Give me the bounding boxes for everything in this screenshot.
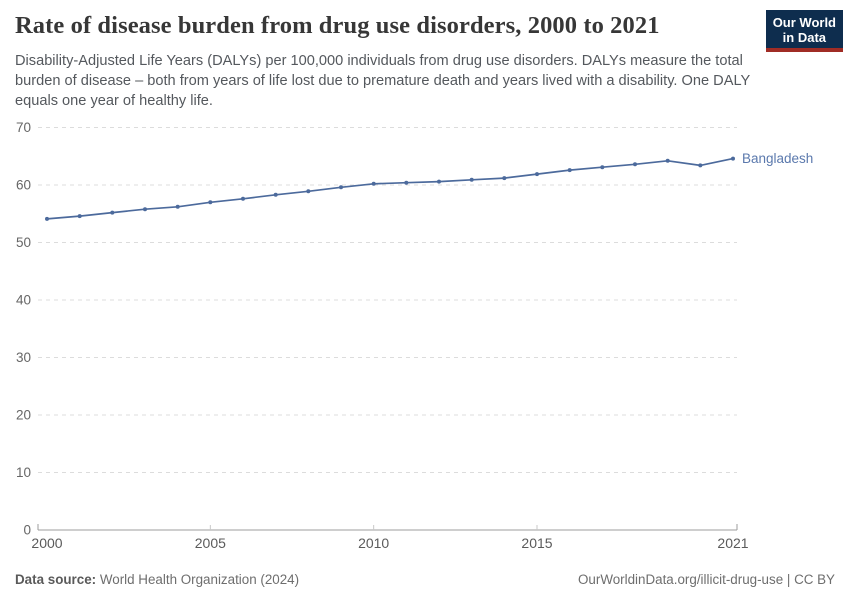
x-tick-label-2015: 2015 [521, 535, 552, 551]
y-tick-label-60: 60 [16, 178, 31, 193]
owid-logo-line2: in Data [782, 30, 827, 45]
footer-link[interactable]: OurWorldinData.org/illicit-drug-use | CC… [578, 572, 835, 587]
data-point-2006[interactable] [241, 196, 245, 201]
y-tick-label-50: 50 [16, 235, 31, 250]
data-point-2002[interactable] [110, 210, 115, 215]
y-tick-label-20: 20 [16, 408, 31, 423]
owid-logo-line1: Our World [772, 15, 836, 30]
data-point-2017[interactable] [600, 165, 605, 170]
owid-logo[interactable]: Our World in Data [765, 10, 843, 52]
x-tick-label-2000: 2000 [31, 535, 62, 551]
chart-footer: Data source: World Health Organization (… [15, 572, 835, 587]
data-point-2014[interactable] [502, 176, 507, 181]
y-tick-label-0: 0 [23, 523, 31, 538]
chart-subtitle: Disability-Adjusted Life Years (DALYs) p… [15, 53, 750, 110]
data-point-2021[interactable] [731, 156, 735, 161]
data-point-2001[interactable] [77, 214, 82, 219]
data-point-2003[interactable] [143, 207, 147, 212]
data-point-2019[interactable] [665, 158, 670, 163]
data-point-2005[interactable] [208, 200, 213, 205]
y-tick-label-70: 70 [16, 120, 31, 135]
data-point-2004[interactable] [175, 204, 180, 209]
y-tick-label-40: 40 [16, 293, 31, 308]
data-point-2009[interactable] [339, 185, 343, 190]
data-point-2018[interactable] [633, 162, 637, 167]
x-tick-label-2010: 2010 [358, 535, 389, 551]
data-point-2016[interactable] [567, 168, 572, 173]
data-point-2011[interactable] [404, 180, 409, 185]
data-point-2010[interactable] [371, 181, 376, 186]
data-point-2020[interactable] [698, 163, 703, 168]
data-point-2007[interactable] [273, 192, 278, 197]
x-tick-label-2021: 2021 [717, 535, 748, 551]
x-tick-label-2005: 2005 [195, 535, 226, 551]
data-point-2000[interactable] [45, 216, 49, 221]
data-source-label: Data source: [15, 572, 97, 587]
data-point-2013[interactable] [469, 177, 474, 182]
y-tick-label-10: 10 [16, 465, 31, 480]
data-source-value: World Health Organization (2024) [99, 572, 300, 587]
y-tick-label-30: 30 [16, 350, 31, 365]
page-title: Rate of disease burden from drug use dis… [15, 12, 660, 39]
data-point-2008[interactable] [306, 189, 311, 194]
data-point-2015[interactable] [535, 172, 539, 177]
series-label-bangladesh[interactable]: Bangladesh [742, 151, 813, 166]
data-source: Data source: World Health Organization (… [15, 572, 299, 587]
data-line-bangladesh[interactable] [46, 157, 734, 220]
data-point-2012[interactable] [437, 179, 441, 184]
